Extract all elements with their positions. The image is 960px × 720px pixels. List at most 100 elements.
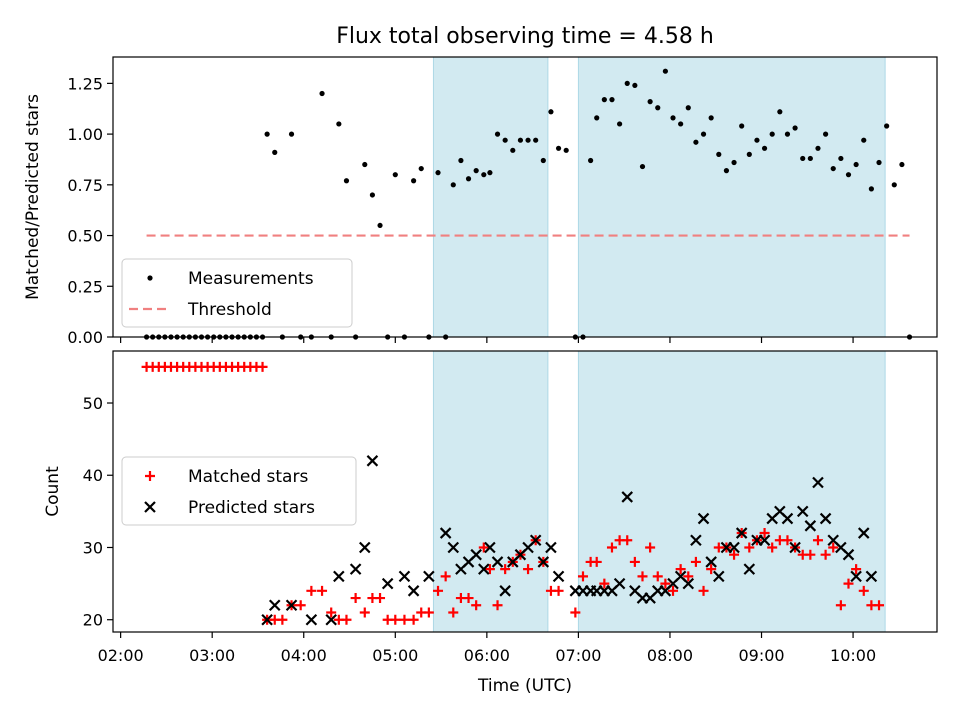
data-point [390, 614, 401, 625]
data-point [523, 564, 534, 575]
x-tick-label: 02:00 [98, 646, 144, 665]
data-point [682, 577, 695, 590]
data-point [423, 607, 434, 618]
data-point [381, 577, 394, 590]
data-point [758, 534, 771, 547]
bottom-axes-frame [112, 350, 938, 633]
data-point [484, 541, 496, 554]
data-point [700, 131, 707, 137]
data-point [588, 157, 594, 164]
data-point [366, 455, 379, 467]
data-point [693, 139, 699, 145]
y-tick-label: 30 [83, 538, 103, 557]
y-tick-label: 0.25 [67, 277, 103, 296]
chart-title: Flux total observing time = 4.58 h [336, 24, 714, 49]
x-axis-label: Time (UTC) [477, 676, 572, 696]
data-point [796, 505, 809, 518]
data-point [819, 512, 832, 525]
data-point [305, 613, 318, 626]
data-point [708, 115, 714, 121]
data-point [899, 161, 905, 168]
data-point [728, 541, 740, 554]
data-point [481, 172, 487, 178]
data-point [257, 361, 268, 372]
data-point [843, 578, 854, 589]
data-point [465, 176, 472, 182]
data-point [343, 178, 350, 184]
shaded-interval [577, 56, 886, 338]
data-point [411, 178, 417, 184]
data-point [800, 155, 806, 162]
data-point [285, 599, 298, 612]
data-point [850, 570, 862, 583]
data-point [533, 137, 539, 143]
data-point [408, 614, 419, 625]
bottom-legend: Matched stars Predicted stars [121, 456, 357, 526]
data-point [362, 161, 368, 168]
data-point [655, 105, 661, 111]
data-point [713, 570, 725, 583]
data-point [492, 600, 503, 611]
y-tick-label: 1.00 [67, 125, 103, 144]
data-point [392, 172, 398, 178]
data-point [678, 121, 684, 127]
data-point [828, 542, 839, 553]
data-point [685, 105, 691, 111]
data-point [744, 542, 755, 553]
shaded-interval [432, 56, 549, 338]
data-point [369, 192, 376, 198]
data-point [606, 542, 617, 553]
data-point [268, 599, 281, 612]
legend-swatch [144, 501, 156, 513]
data-point [891, 182, 897, 188]
data-point [853, 161, 859, 168]
y-tick-label: 0.75 [67, 176, 103, 195]
data-point [341, 614, 352, 625]
data-point [874, 600, 885, 611]
data-point [502, 137, 508, 143]
data-point [865, 570, 878, 583]
data-point [525, 137, 531, 143]
data-point [647, 99, 653, 105]
x-tick-label: 03:00 [189, 646, 235, 665]
data-point [767, 542, 778, 553]
data-point [789, 541, 801, 554]
data-point [517, 137, 524, 143]
data-point [830, 165, 836, 172]
data-point [537, 556, 550, 568]
data-point [478, 542, 489, 553]
legend-swatch [145, 471, 155, 481]
data-point [781, 512, 794, 525]
data-point [759, 528, 770, 539]
data-point [295, 600, 306, 611]
data-point [670, 115, 676, 121]
data-point [540, 157, 546, 164]
data-point [484, 564, 495, 575]
data-point [777, 109, 783, 115]
data-point [463, 593, 474, 604]
top-y-axis-label: Matched/Predicted stars [23, 94, 43, 300]
data-point [499, 585, 511, 597]
legend-label: Threshold [187, 300, 272, 320]
data-point [333, 570, 345, 583]
data-point [261, 613, 273, 626]
data-point [668, 585, 679, 596]
data-point [645, 542, 656, 553]
data-point [375, 593, 386, 604]
data-point [662, 68, 668, 74]
data-point [491, 556, 504, 568]
data-point [377, 222, 383, 229]
x-tick-label: 04:00 [281, 646, 327, 665]
data-point [494, 131, 501, 137]
y-tick-label: 20 [83, 611, 103, 630]
data-point [423, 570, 435, 583]
x-tick-label: 09:00 [738, 646, 784, 665]
data-point [761, 145, 768, 151]
data-point [471, 600, 482, 611]
data-point [706, 564, 717, 575]
data-point [784, 131, 791, 137]
data-point [336, 121, 342, 127]
data-point [792, 125, 798, 131]
data-point [769, 131, 775, 137]
